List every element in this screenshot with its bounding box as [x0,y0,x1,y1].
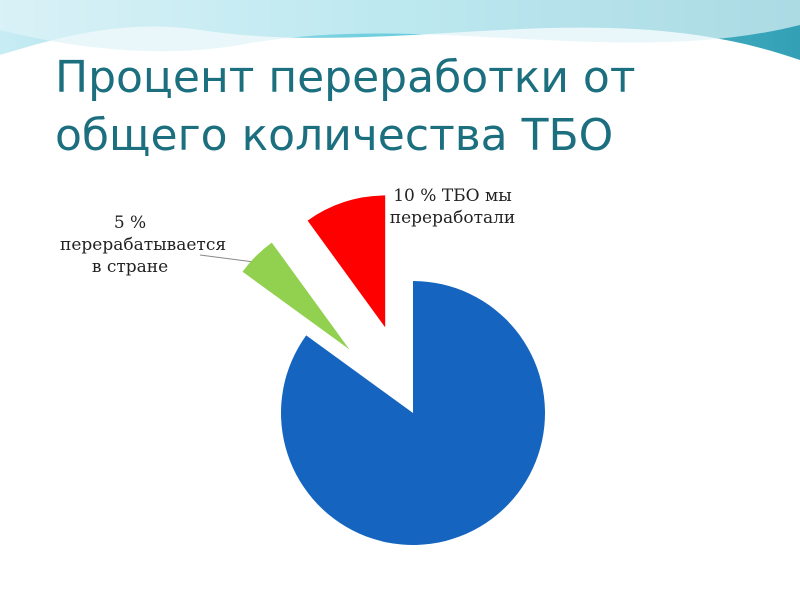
pie-slice [242,242,350,350]
title-line: общего количества ТБО [55,110,614,161]
slice-label: 10 % ТБО мы переработали [389,186,516,228]
pie-slice [307,195,386,328]
title-line: Процент переработки от [55,52,636,103]
wave [0,0,800,52]
pie-slice [281,281,545,545]
slice-label: 5 % перерабатывается в стране [60,213,227,277]
